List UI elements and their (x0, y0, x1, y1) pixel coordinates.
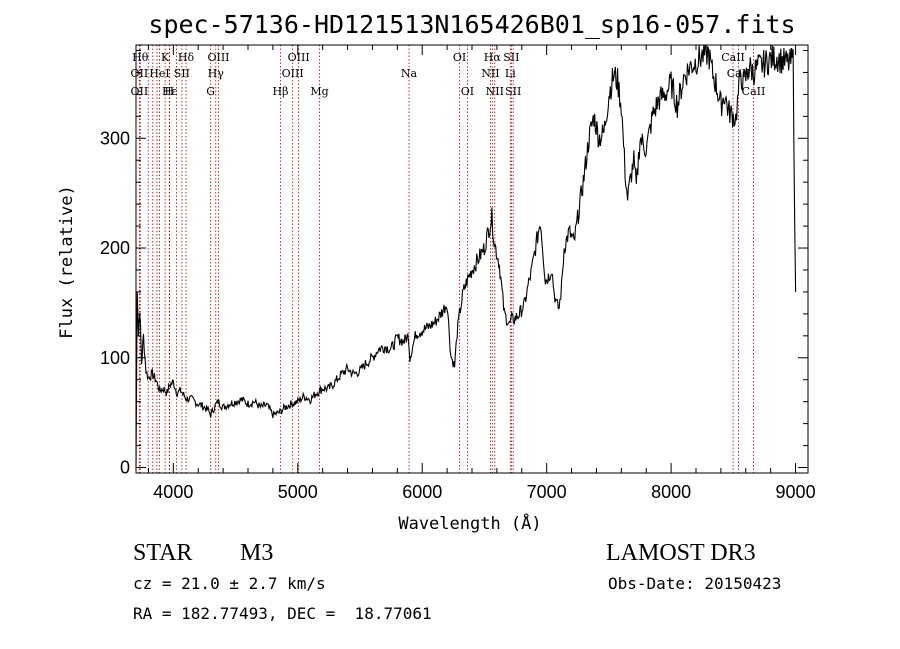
chart-title: spec-57136-HD121513N165426B01_sp16-057.f… (148, 10, 795, 39)
y-tick-label: 300 (100, 128, 130, 148)
line-marker-label: CaII (721, 51, 745, 64)
object-class: STAR (133, 540, 193, 566)
line-marker-label: SII (505, 85, 521, 98)
y-axis-label: Flux (relative) (57, 185, 77, 339)
line-marker-label: OIII (207, 51, 229, 64)
line-marker-label: G (206, 85, 215, 98)
line-marker-label: NII (481, 67, 499, 80)
x-tick-label: 8000 (651, 482, 691, 502)
line-marker-label: SII (503, 51, 519, 64)
line-marker-label: OIII (288, 51, 310, 64)
plot-frame (135, 44, 809, 474)
line-marker-label: Mg (310, 85, 328, 98)
line-marker-label: OI (453, 51, 466, 64)
spectral-line-markers (138, 45, 754, 473)
x-tick-label: 7000 (527, 482, 567, 502)
line-marker-label: K (161, 51, 170, 64)
x-axis-label: Wavelength (Å) (398, 512, 541, 534)
line-marker-label: NII (486, 85, 504, 98)
line-marker-label: Hα (484, 51, 502, 64)
line-marker-label: Hγ (208, 67, 225, 80)
line-marker-label: CaII (727, 67, 751, 80)
line-marker-label: CaII (742, 85, 766, 98)
line-marker-label: HeI (149, 67, 169, 80)
y-tick-label: 100 (100, 348, 130, 368)
line-marker-label: Hδ (178, 51, 195, 64)
line-marker-label: OII (131, 85, 149, 98)
line-marker-label: OII (131, 67, 149, 80)
survey-name: LAMOST DR3 (606, 540, 756, 566)
y-tick-label: 200 (100, 238, 130, 258)
coordinates: RA = 182.77493, DEC = 18.77061 (133, 604, 432, 623)
x-tick-label: 9000 (776, 482, 816, 502)
y-tick-label: 0 (120, 458, 130, 478)
redshift-text: cz = 21.0 ± 2.7 km/s (133, 574, 326, 593)
line-marker-label: Na (401, 67, 418, 80)
axis-ticks: 4000 5000 6000 7000 8000 9000 0 100 200 300 (100, 45, 816, 502)
line-marker-label: OIII (282, 67, 304, 80)
object-subclass: M3 (240, 540, 274, 566)
spectrum-chart: spec-57136-HD121513N165426B01_sp16-057.f… (57, 10, 816, 534)
spectrum-line (135, 44, 797, 468)
line-marker-label: Hβ (273, 85, 289, 98)
line-marker-label: Li (505, 67, 516, 80)
line-marker-label: H (165, 85, 175, 98)
x-tick-label: 4000 (153, 482, 193, 502)
line-marker-label: Hθ (132, 51, 149, 64)
x-tick-label: 6000 (402, 482, 442, 502)
obs-date: Obs-Date: 20150423 (608, 574, 782, 593)
line-marker-label: OI (461, 85, 474, 98)
line-marker-label: Hε (162, 85, 178, 98)
x-tick-label: 5000 (278, 482, 318, 502)
line-marker-label: SII (174, 67, 190, 80)
